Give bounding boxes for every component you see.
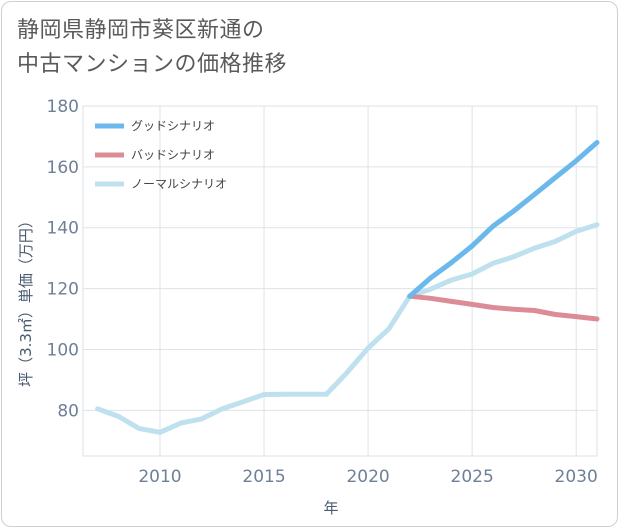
chart-title: 静岡県静岡市葵区新通の 中古マンションの価格推移 bbox=[17, 14, 287, 82]
x-axis-label: 年 bbox=[323, 499, 338, 517]
y-tick-label-120: 120 bbox=[47, 280, 79, 300]
series-lines bbox=[95, 140, 600, 435]
chart-title-line2: 中古マンションの価格推移 bbox=[17, 52, 288, 77]
grid-lines bbox=[83, 105, 597, 456]
x-tick-label-2010: 2010 bbox=[138, 467, 181, 487]
y-axis-ticks: 80 100 120 140 160 180 bbox=[47, 97, 79, 421]
x-tick-label-2015: 2015 bbox=[242, 467, 285, 487]
x-tick-label-2030: 2030 bbox=[555, 467, 598, 487]
series-line-2 bbox=[95, 222, 600, 435]
y-tick-label-160: 160 bbox=[47, 158, 79, 178]
x-tick-label-2020: 2020 bbox=[346, 467, 389, 487]
legend-label-1: バッドシナリオ bbox=[131, 148, 215, 162]
legend-label-2: ノーマルシナリオ bbox=[131, 177, 227, 191]
y-tick-label-80: 80 bbox=[57, 401, 79, 421]
plot-area bbox=[82, 105, 598, 457]
y-axis-label: 坪（3.3㎡）単価（万円） bbox=[17, 213, 35, 387]
x-axis-ticks: 2010 2015 2020 2025 2030 bbox=[138, 467, 597, 487]
chart-title-line1: 静岡県静岡市葵区新通の bbox=[17, 18, 265, 43]
series-line-1 bbox=[407, 293, 600, 322]
y-tick-label-180: 180 bbox=[47, 97, 79, 117]
legend-label-0: グッドシナリオ bbox=[131, 119, 215, 133]
series-line-0 bbox=[407, 140, 600, 299]
y-tick-label-100: 100 bbox=[47, 340, 79, 360]
y-tick-label-140: 140 bbox=[47, 219, 79, 239]
x-tick-label-2025: 2025 bbox=[451, 467, 494, 487]
